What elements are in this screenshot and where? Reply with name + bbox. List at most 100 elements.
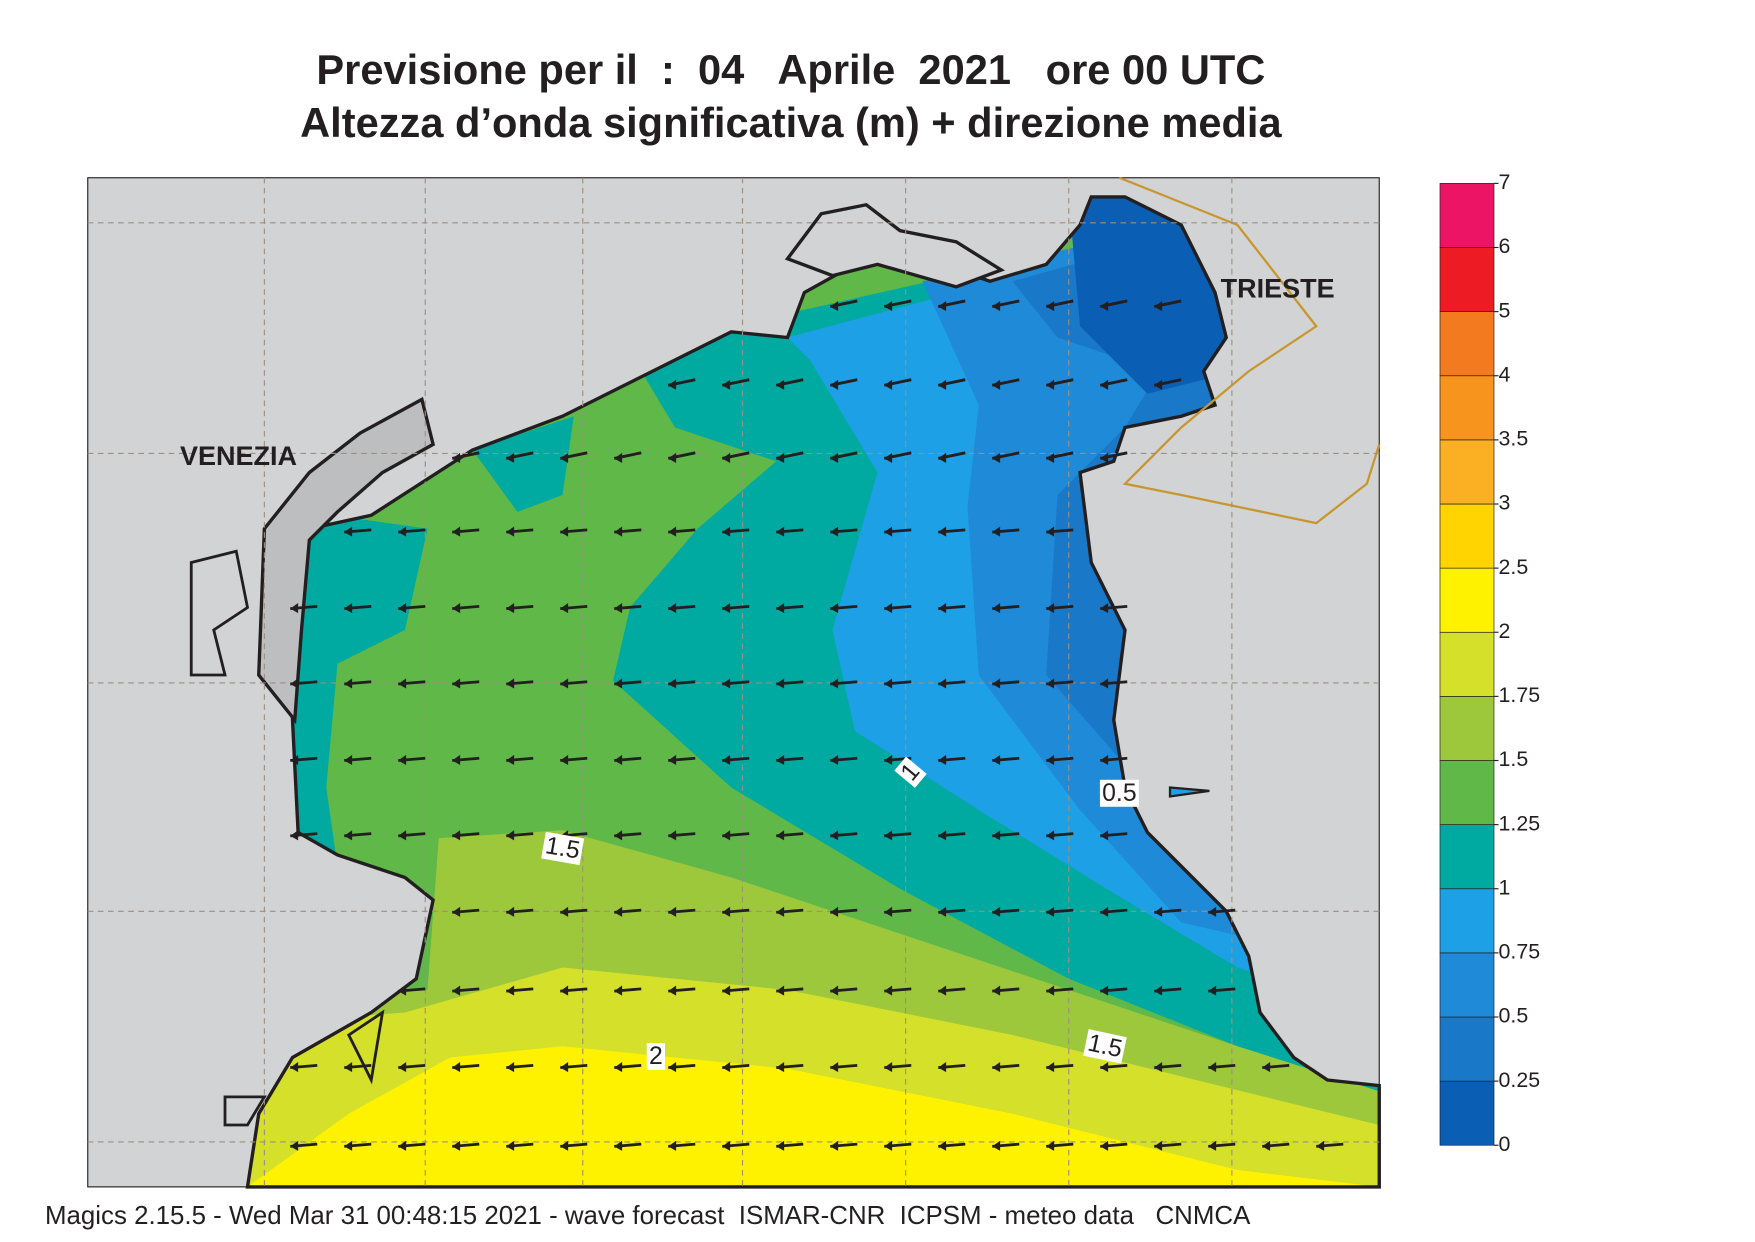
- arrow-head: [452, 452, 461, 463]
- arrow-head: [614, 754, 623, 765]
- arrow-head: [830, 754, 839, 765]
- islands: [223, 1009, 385, 1127]
- footer: Magics 2.15.5 - Wed Mar 31 00:48:15 2021…: [45, 1202, 1251, 1230]
- arrow-head: [722, 1062, 731, 1073]
- colorbar-band: [1439, 503, 1495, 569]
- colorbar-tick-label: 7: [1499, 170, 1511, 194]
- arrow-head: [722, 985, 731, 996]
- arrow-head: [398, 1140, 407, 1151]
- arrow-head: [1046, 300, 1055, 312]
- arrow-head: [992, 1062, 1001, 1073]
- arrow-head: [398, 678, 407, 689]
- arrow-head: [452, 985, 461, 996]
- arrow-head: [938, 754, 947, 765]
- colorbar-tick-label: 1.75: [1499, 683, 1541, 707]
- arrow-head: [722, 526, 731, 537]
- arrow-head: [722, 603, 731, 614]
- arrow-head: [938, 379, 947, 390]
- arrow-head: [290, 830, 299, 841]
- colorbar-tick-label: 1.25: [1499, 811, 1541, 835]
- arrow-head: [614, 1140, 623, 1151]
- arrow-head: [884, 985, 893, 996]
- arrow-head: [560, 452, 569, 463]
- colorbar-tick-label: 6: [1499, 234, 1511, 258]
- contour-label-box: [894, 756, 927, 788]
- arrow-head: [1100, 300, 1109, 312]
- arrow-head: [722, 906, 731, 917]
- arrow-head: [668, 1140, 677, 1151]
- arrow-head: [884, 830, 893, 841]
- arrow-head: [668, 830, 677, 841]
- arrow-head: [668, 906, 677, 917]
- arrow-head: [722, 678, 731, 689]
- colorbar-tick-label: 0: [1499, 1132, 1511, 1156]
- arrow-head: [614, 678, 623, 689]
- colorbar-band: [1439, 1016, 1495, 1082]
- arrow-head: [1154, 985, 1163, 996]
- arrow-head: [992, 754, 1001, 765]
- colorbar-band: [1439, 1080, 1495, 1146]
- arrow-head: [1208, 985, 1217, 996]
- arrow-head: [992, 526, 1001, 537]
- arrow-head: [1100, 830, 1109, 841]
- colorbar-tick-label: 1.5: [1499, 747, 1529, 771]
- arrow-head: [938, 678, 947, 689]
- contour-label-box: [1083, 1029, 1127, 1064]
- arrow-head: [938, 300, 947, 312]
- peninsula: [1168, 786, 1210, 798]
- arrow-head: [992, 379, 1001, 390]
- colorbar-band: [1439, 696, 1495, 761]
- contour-label-box: [1099, 779, 1139, 807]
- colorbar-tick-label: 0.75: [1499, 940, 1541, 964]
- arrow-head: [722, 452, 731, 463]
- band-yellow: [247, 1046, 1380, 1187]
- colorbar-band: [1439, 952, 1495, 1018]
- colorbar-band: [1439, 247, 1495, 312]
- arrow-head: [884, 300, 893, 312]
- contour-label-box: [646, 1043, 666, 1071]
- colorbar: 0 0.25 0.5 0.75 1 1.25 1.5 1.75 2 2.5 3 3.5 4 5 6 7: [1439, 170, 1541, 1156]
- band-teal: [472, 416, 574, 512]
- contour-label-text: 1.5: [543, 832, 582, 865]
- arrow-head: [560, 1140, 569, 1151]
- arrow-head: [506, 603, 515, 614]
- arrow-head: [452, 526, 461, 537]
- colorbar-band: [1439, 183, 1495, 248]
- colorbar-band: [1439, 888, 1495, 954]
- arrow-head: [1316, 1140, 1325, 1151]
- colorbar-tick-label: 0.5: [1499, 1004, 1529, 1028]
- arrow-head: [398, 830, 407, 841]
- arrow-head: [1208, 906, 1217, 917]
- arrow-head: [506, 830, 515, 841]
- arrow-head: [884, 452, 893, 463]
- arrow-head: [560, 985, 569, 996]
- arrow-head: [344, 603, 353, 614]
- arrow-head: [506, 526, 515, 537]
- arrow-head: [560, 603, 569, 614]
- colorbar-tick-label: 0.25: [1499, 1068, 1541, 1092]
- colorbar-band: [1439, 824, 1495, 890]
- arrow-head: [290, 603, 299, 614]
- arrow-head: [722, 379, 731, 390]
- arrow-head: [776, 452, 785, 463]
- arrow-head: [668, 678, 677, 689]
- arrow-head: [398, 526, 407, 537]
- arrow-head: [830, 300, 839, 312]
- arrow-head: [830, 830, 839, 841]
- arrow-head: [938, 985, 947, 996]
- arrow-head: [722, 830, 731, 841]
- arrow-head: [290, 1062, 299, 1073]
- arrow-head: [992, 452, 1001, 463]
- arrow-head: [506, 678, 515, 689]
- colorbar-tick-label: 1: [1499, 875, 1511, 899]
- contour-label-text: 0.5: [1102, 780, 1136, 807]
- arrow-head: [452, 754, 461, 765]
- arrow-head: [452, 1062, 461, 1073]
- colorbar-tick-label: 2: [1499, 619, 1511, 643]
- arrow-head: [1154, 1062, 1163, 1073]
- contour-label: 0.5: [1099, 779, 1139, 807]
- colorbar-tick-label: 4: [1499, 362, 1511, 386]
- contour-label: 2: [646, 1043, 666, 1071]
- colorbar-tick-label: 3.5: [1499, 427, 1529, 451]
- arrow-head: [776, 1062, 785, 1073]
